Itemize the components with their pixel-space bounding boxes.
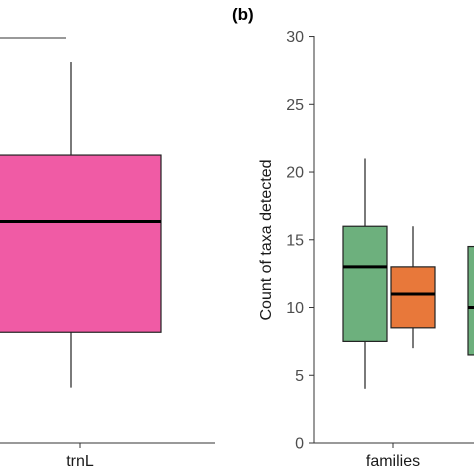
panel-a: trnL [0, 37, 215, 470]
panel-b-y-tick-label-0: 0 [295, 436, 304, 453]
panel-b-y-tick-label-5: 25 [286, 97, 304, 114]
panel-b-iqr-box-0 [342, 225, 388, 342]
panel-b-y-tick-label-4: 20 [286, 165, 304, 182]
panel-b-box-0 [342, 158, 388, 389]
panel-a-box-0 [0, 62, 162, 388]
panel-b-y-tick-label-6: 30 [286, 29, 304, 46]
panel-b-iqr-box-1 [390, 266, 436, 329]
panel-b-boxes [342, 158, 474, 389]
panel-b-y-tick-label-2: 10 [286, 300, 304, 317]
panel-b-box-2 [467, 245, 474, 356]
panel-b-x-tick-label: families [366, 453, 420, 470]
panel-b-box-1 [390, 226, 436, 349]
panel-b-y-ticks: 0 5 10 15 20 25 30 [286, 29, 314, 453]
panel-b-iqr-box-2 [467, 245, 474, 356]
panel-a-iqr-box-0 [0, 154, 162, 333]
panel-b-y-tick-label-3: 15 [286, 232, 304, 249]
panel-b-y-axis-title: Count of taxa detected [258, 160, 275, 321]
panel-a-boxes [0, 62, 162, 388]
panel-b-y-tick-label-1: 5 [295, 368, 304, 385]
panel-b-label: (b) [232, 5, 254, 24]
panel-a-x-tick-label: trnL [66, 453, 94, 470]
